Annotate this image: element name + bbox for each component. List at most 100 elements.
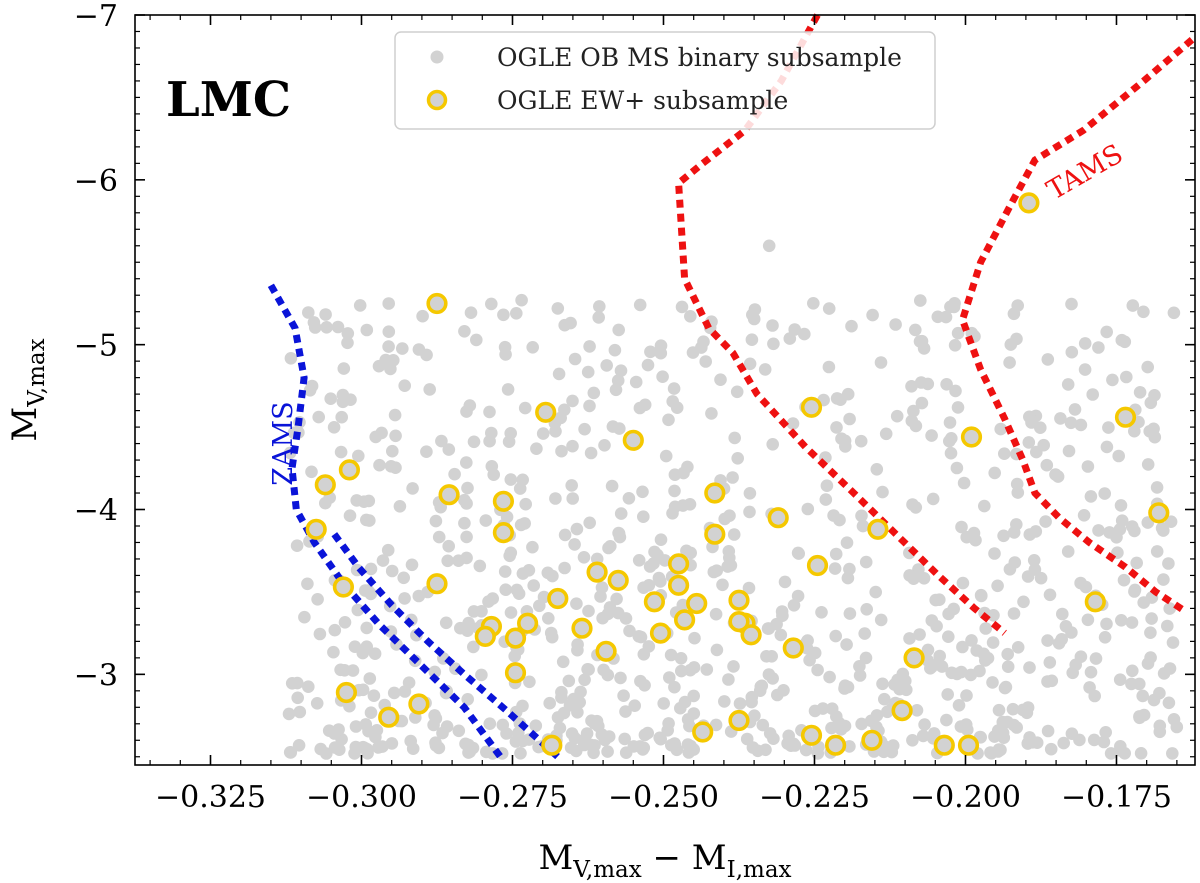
binary-point: [799, 743, 813, 757]
binary-point: [977, 647, 990, 661]
binary-point: [485, 297, 498, 311]
binary-point: [549, 492, 562, 505]
binary-point: [614, 671, 627, 685]
binary-point: [1043, 588, 1057, 602]
binary-point: [541, 566, 555, 580]
binary-point: [460, 456, 473, 469]
binary-point: [381, 543, 395, 557]
binary-point: [1145, 612, 1158, 625]
ew-point: [861, 729, 883, 751]
binary-point: [614, 364, 628, 378]
binary-point: [434, 500, 448, 514]
binary-point: [899, 674, 912, 688]
binary-point: [722, 673, 735, 686]
ew-point: [824, 734, 847, 756]
x-axis-label-mid: − M: [642, 838, 727, 878]
binary-point: [1039, 515, 1052, 528]
binary-point: [1141, 657, 1155, 670]
binary-point: [360, 640, 374, 653]
binary-point: [926, 492, 940, 506]
binary-point: [653, 731, 666, 745]
binary-point: [643, 560, 657, 573]
binary-point: [906, 734, 919, 747]
binary-point: [914, 294, 927, 307]
binary-point: [601, 607, 615, 621]
binary-point: [385, 737, 399, 750]
binary-point: [687, 743, 700, 756]
ew-point: [903, 647, 925, 669]
binary-point: [1023, 410, 1036, 424]
binary-point: [587, 386, 601, 400]
binary-point: [398, 379, 412, 393]
binary-point: [1006, 702, 1020, 716]
binary-point: [1087, 733, 1101, 747]
binary-point: [743, 357, 757, 371]
binary-point: [460, 530, 473, 544]
binary-point: [656, 370, 669, 384]
binary-point: [364, 587, 378, 601]
legend-label-ew: OGLE EW+ subsample: [497, 86, 788, 115]
binary-point: [740, 732, 754, 746]
binary-point: [684, 310, 697, 323]
binary-point: [677, 466, 690, 480]
binary-point: [791, 546, 805, 560]
y-tick-label: −3: [74, 658, 118, 693]
ew-point: [740, 624, 762, 646]
binary-point: [688, 631, 701, 645]
binary-point: [745, 333, 759, 347]
binary-point: [716, 578, 729, 592]
binary-point: [302, 306, 315, 319]
binary-point: [700, 663, 714, 676]
binary-point: [460, 405, 473, 418]
binary-point: [633, 401, 647, 415]
binary-point: [518, 401, 532, 415]
binary-point: [302, 680, 315, 693]
ew-point: [516, 612, 539, 634]
binary-point: [448, 467, 461, 481]
binary-point: [305, 465, 318, 479]
binary-point: [1113, 673, 1127, 686]
binary-point: [1170, 720, 1184, 734]
binary-point: [389, 429, 402, 443]
binary-point: [558, 528, 572, 542]
binary-point: [496, 718, 510, 732]
binary-point: [727, 528, 741, 541]
x-tick-label: −0.175: [1061, 780, 1172, 815]
binary-point: [396, 342, 409, 355]
binary-point: [940, 378, 953, 391]
binary-point: [1125, 616, 1139, 629]
binary-point: [988, 730, 1001, 743]
binary-point: [543, 696, 556, 710]
binary-point: [743, 505, 756, 519]
binary-point: [929, 593, 942, 607]
binary-point: [714, 373, 727, 387]
binary-point: [611, 606, 625, 620]
binary-point: [1007, 526, 1021, 539]
ew-point: [332, 576, 355, 598]
legend-label-binary: OGLE OB MS binary subsample: [497, 43, 902, 72]
binary-point: [1125, 677, 1138, 691]
binary-point: [566, 394, 579, 408]
binary-point: [568, 352, 582, 366]
binary-point: [475, 668, 488, 682]
binary-point: [830, 421, 843, 434]
binary-point: [364, 706, 378, 719]
binary-point: [942, 630, 955, 643]
x-tick-label: −0.225: [759, 780, 870, 815]
binary-point: [954, 720, 968, 733]
binary-point: [633, 298, 647, 312]
binary-point: [584, 446, 598, 460]
binary-point: [1150, 545, 1164, 558]
binary-point: [597, 663, 610, 677]
binary-point: [666, 507, 679, 520]
binary-point: [662, 717, 675, 730]
binary-point: [637, 510, 650, 523]
binary-point: [1078, 337, 1092, 350]
plot-frame: [134, 14, 1196, 766]
ew-point: [673, 609, 696, 631]
binary-point: [925, 429, 938, 442]
binary-point: [565, 479, 578, 492]
binary-point: [774, 628, 788, 642]
binary-point: [1007, 307, 1021, 321]
y-tick-label: −5: [74, 329, 118, 364]
